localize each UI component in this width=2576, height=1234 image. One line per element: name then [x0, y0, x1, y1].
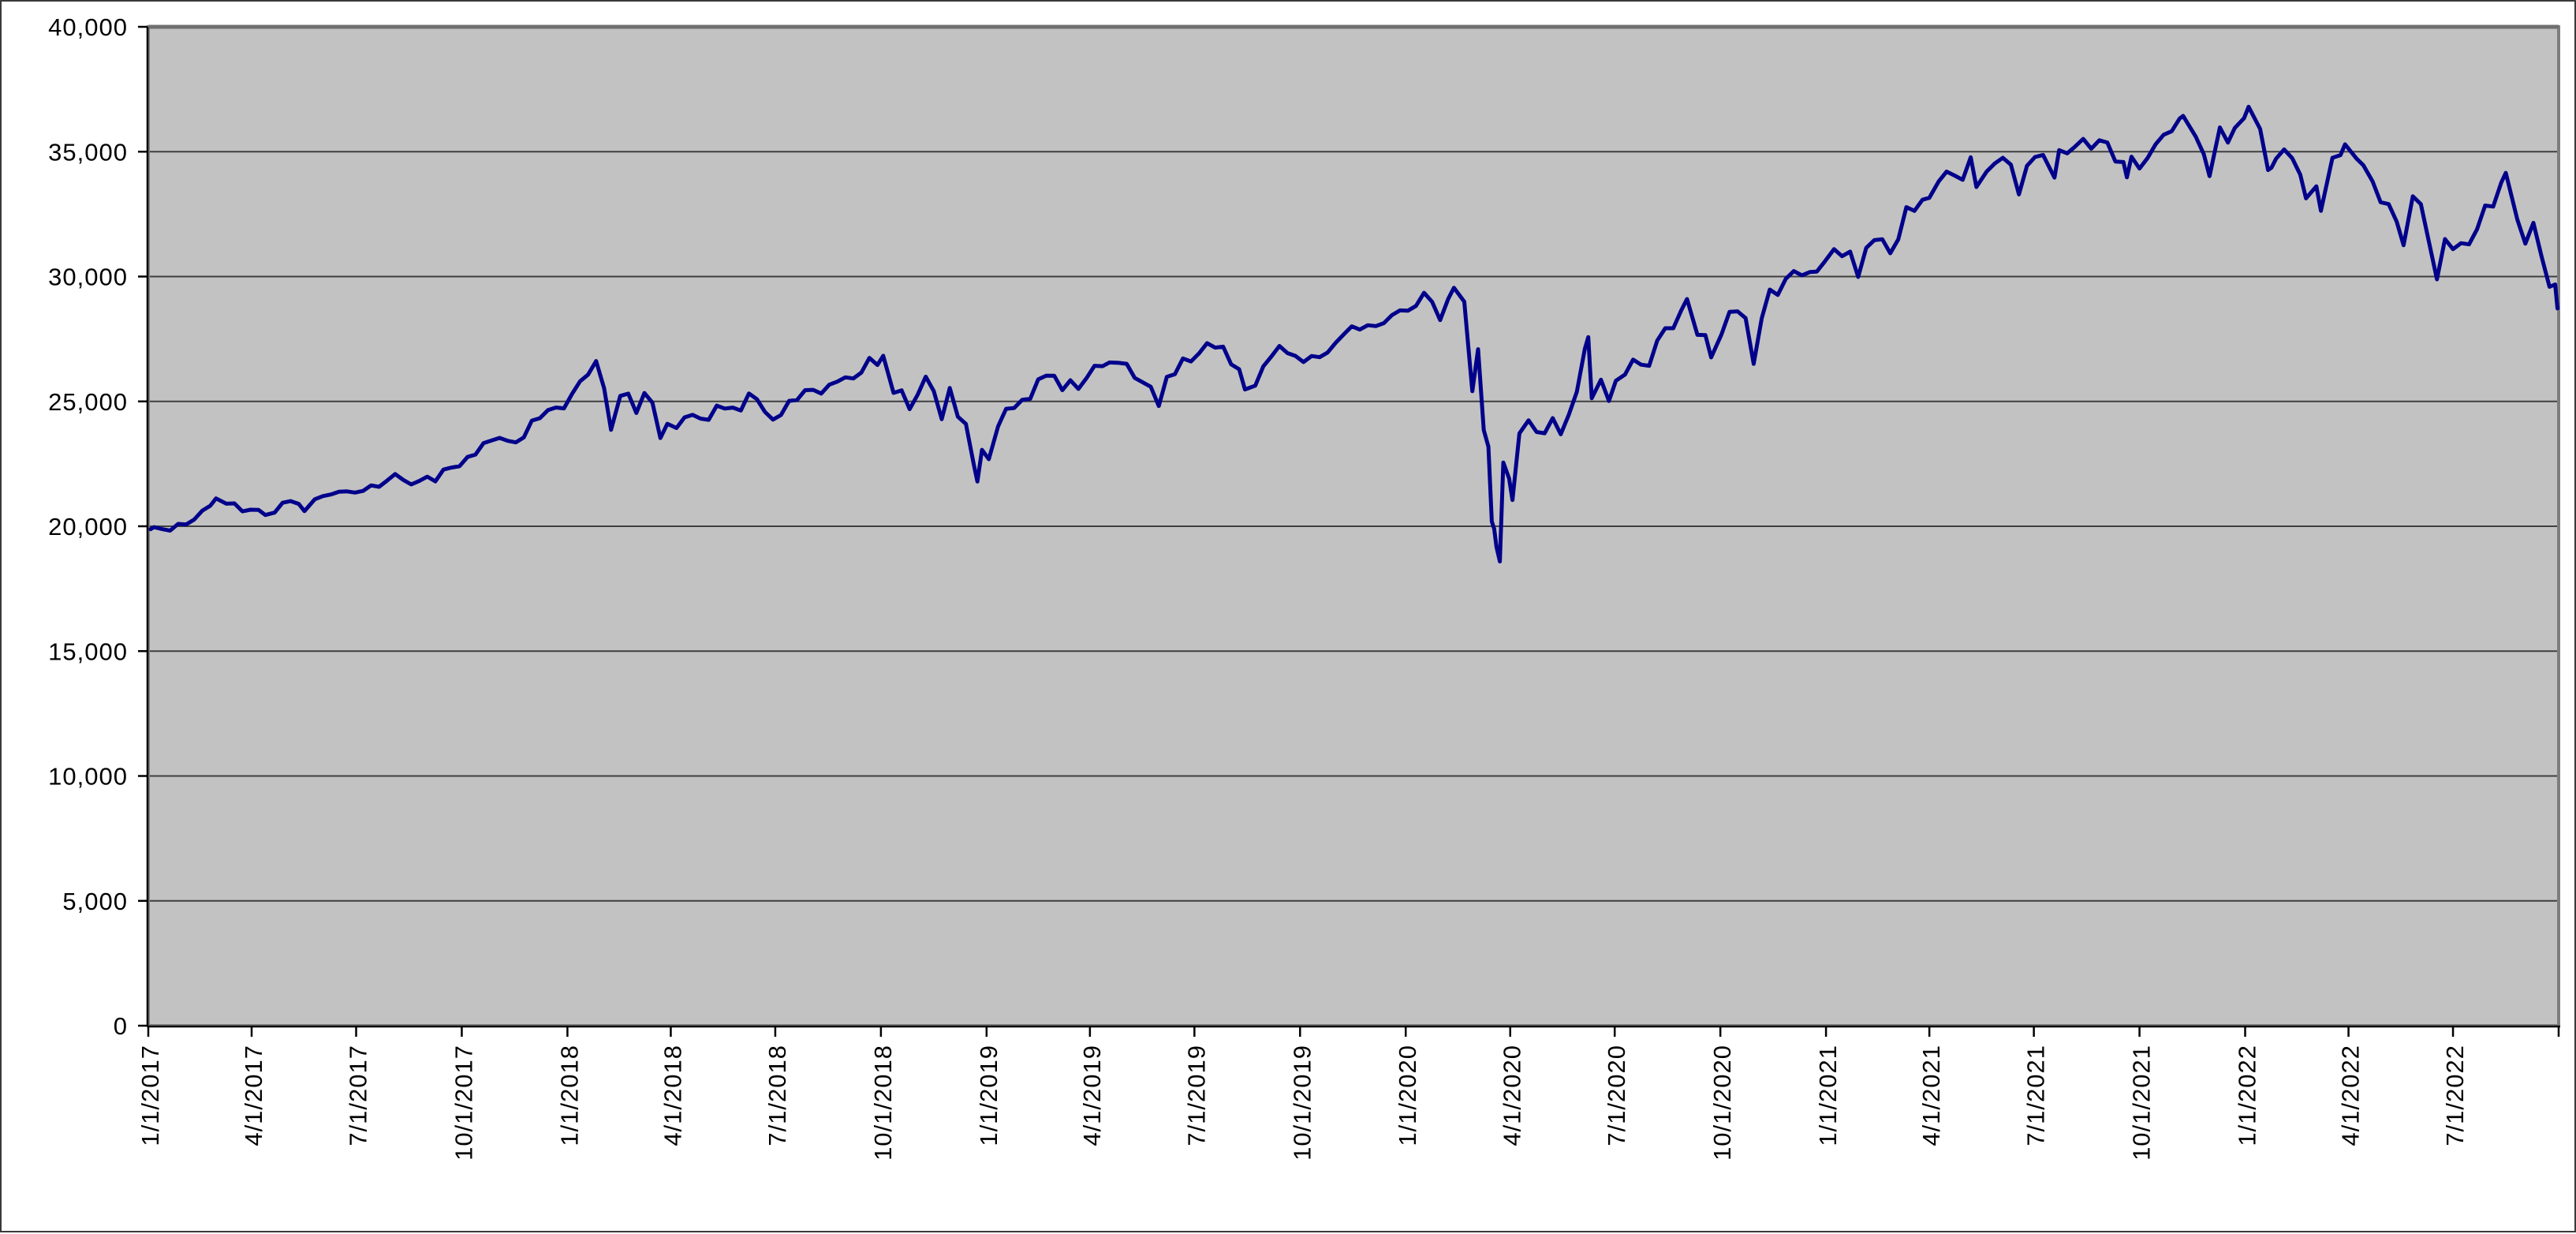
x-axis-tick-label: 7/1/2017	[345, 1045, 372, 1146]
x-axis-tick-label: 10/1/2018	[869, 1045, 897, 1161]
y-axis-tick-label: 35,000	[48, 138, 128, 166]
x-axis-tick-label: 4/1/2019	[1078, 1045, 1106, 1146]
x-axis-tick-label: 4/1/2018	[659, 1045, 686, 1146]
x-axis-tick-label: 1/1/2019	[975, 1045, 1002, 1146]
x-axis-tick-label: 10/1/2017	[450, 1045, 477, 1161]
x-axis-tick-label: 4/1/2020	[1499, 1045, 1526, 1146]
y-axis-tick-label: 20,000	[48, 513, 128, 540]
data-series-line	[148, 104, 2559, 564]
y-axis-tick-label: 40,000	[48, 13, 128, 41]
y-axis-tick-label: 0	[114, 1012, 128, 1040]
x-axis-tick-label: 7/1/2019	[1182, 1045, 1210, 1146]
y-axis-tick-label: 30,000	[48, 264, 128, 291]
x-axis-tick-label: 4/1/2017	[240, 1045, 267, 1146]
y-axis-tick-label: 25,000	[48, 388, 128, 416]
x-axis-tick-label: 1/1/2018	[555, 1045, 583, 1146]
y-axis-tick-label: 5,000	[62, 888, 128, 915]
y-axis-tick-label: 15,000	[48, 638, 128, 665]
x-axis-tick-label: 1/1/2021	[1814, 1045, 1842, 1146]
x-axis-tick-label: 10/1/2021	[2128, 1045, 2156, 1161]
x-axis-tick-label: 10/1/2019	[1288, 1045, 1316, 1161]
x-axis-tick-label: 1/1/2017	[136, 1045, 164, 1146]
x-axis-tick-label: 7/1/2022	[2441, 1045, 2469, 1146]
y-axis-tick-label: 10,000	[48, 763, 128, 791]
x-axis-tick-label: 10/1/2020	[1708, 1045, 1736, 1161]
x-axis-tick-label: 7/1/2018	[763, 1045, 791, 1146]
x-axis-tick-label: 7/1/2020	[1603, 1045, 1630, 1146]
x-axis-tick-label: 1/1/2020	[1394, 1045, 1421, 1146]
x-axis-tick-label: 4/1/2022	[2337, 1045, 2365, 1146]
x-axis-tick-label: 1/1/2022	[2234, 1045, 2261, 1146]
x-axis-tick-label: 7/1/2021	[2022, 1045, 2050, 1146]
x-axis-tick-label: 4/1/2021	[1917, 1045, 1945, 1146]
